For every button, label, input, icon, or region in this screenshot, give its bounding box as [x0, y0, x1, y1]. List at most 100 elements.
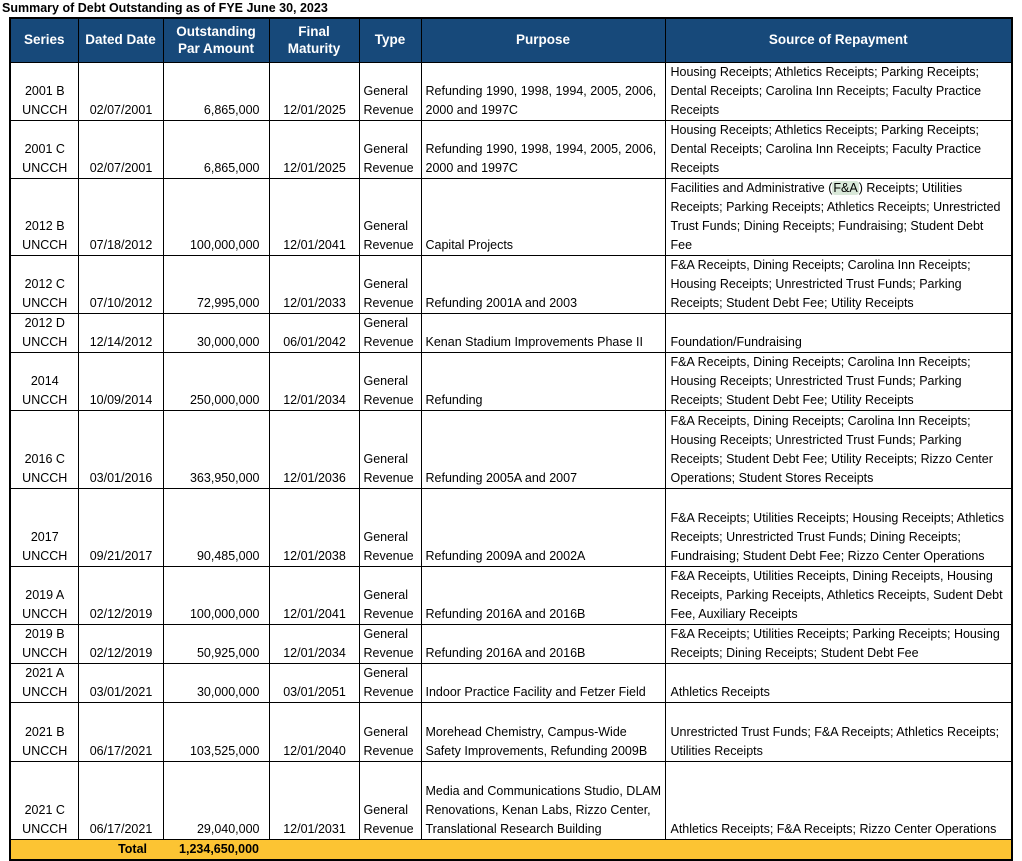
type-cell: General Revenue	[358, 313, 422, 353]
source-cell: Unrestricted Trust Funds; F&A Receipts; …	[664, 702, 1013, 762]
par-amount-cell: 50,925,000	[162, 624, 270, 664]
dated-date-cell: 03/01/2016	[77, 410, 164, 489]
table-row: 2019 A UNCCH 02/12/2019 100,000,000 12/0…	[9, 566, 1013, 625]
maturity-cell: 12/01/2031	[268, 761, 360, 840]
series-cell: 2001 B UNCCH	[9, 62, 79, 121]
par-amount-cell: 100,000,000	[162, 178, 270, 256]
series-cell: 2016 C UNCCH	[9, 410, 79, 489]
series-cell: 2017 UNCCH	[9, 488, 79, 567]
series-cell: 2012 C UNCCH	[9, 255, 79, 314]
series-cell: 2021 B UNCCH	[9, 702, 79, 762]
purpose-cell: Indoor Practice Facility and Fetzer Fiel…	[420, 663, 666, 703]
maturity-cell: 12/01/2025	[268, 120, 360, 179]
dated-date-cell: 03/01/2021	[77, 663, 164, 703]
total-label: Total	[10, 839, 163, 861]
series-cell: 2019 A UNCCH	[9, 566, 79, 625]
table-row: 2016 C UNCCH 03/01/2016 363,950,000 12/0…	[9, 410, 1013, 489]
par-amount-cell: 6,865,000	[162, 120, 270, 179]
maturity-cell: 03/01/2051	[268, 663, 360, 703]
source-cell: F&A Receipts, Dining Receipts; Carolina …	[664, 410, 1013, 489]
maturity-cell: 12/01/2036	[268, 410, 360, 489]
purpose-cell: Refunding 1990, 1998, 1994, 2005, 2006, …	[420, 62, 666, 121]
maturity-cell: 12/01/2034	[268, 352, 360, 411]
source-cell: F&A Receipts, Utilities Receipts, Dining…	[664, 566, 1013, 625]
col-header-final-maturity: Final Maturity	[268, 17, 360, 63]
maturity-cell: 12/01/2041	[268, 178, 360, 256]
source-cell: Foundation/Fundraising	[664, 313, 1013, 353]
purpose-cell: Refunding 1990, 1998, 1994, 2005, 2006, …	[420, 120, 666, 179]
total-amount: 1,234,650,000	[163, 839, 269, 861]
source-cell: F&A Receipts, Dining Receipts; Carolina …	[664, 255, 1013, 314]
type-cell: General Revenue	[358, 352, 422, 411]
series-cell: 2019 B UNCCH	[9, 624, 79, 664]
type-cell: General Revenue	[358, 702, 422, 762]
table-row: 2001 C UNCCH 02/07/2001 6,865,000 12/01/…	[9, 120, 1013, 179]
dated-date-cell: 02/07/2001	[77, 62, 164, 121]
par-amount-cell: 30,000,000	[162, 313, 270, 353]
source-text: Facilities and Administrative (	[670, 181, 833, 195]
source-cell: F&A Receipts; Utilities Receipts; Housin…	[664, 488, 1013, 567]
purpose-cell: Refunding 2016A and 2016B	[420, 624, 666, 664]
dated-date-cell: 10/09/2014	[77, 352, 164, 411]
dated-date-cell: 12/14/2012	[77, 313, 164, 353]
col-header-dated-date: Dated Date	[77, 17, 164, 63]
table-row: 2017 UNCCH 09/21/2017 90,485,000 12/01/2…	[9, 488, 1013, 567]
col-header-source: Source of Repayment	[664, 17, 1013, 63]
table-row: 2012 B UNCCH 07/18/2012 100,000,000 12/0…	[9, 178, 1013, 256]
maturity-cell: 06/01/2042	[268, 313, 360, 353]
col-header-series: Series	[9, 17, 79, 63]
par-amount-cell: 103,525,000	[162, 702, 270, 762]
par-amount-cell: 363,950,000	[162, 410, 270, 489]
type-cell: General Revenue	[358, 410, 422, 489]
table-row: 2001 B UNCCH 02/07/2001 6,865,000 12/01/…	[9, 62, 1013, 121]
purpose-cell: Media and Communications Studio, DLAM Re…	[420, 761, 666, 840]
type-cell: General Revenue	[358, 624, 422, 664]
maturity-cell: 12/01/2041	[268, 566, 360, 625]
type-cell: General Revenue	[358, 120, 422, 179]
purpose-cell: Refunding 2009A and 2002A	[420, 488, 666, 567]
series-cell: 2001 C UNCCH	[9, 120, 79, 179]
type-cell: General Revenue	[358, 62, 422, 121]
debt-table: Series Dated Date Outstanding Par Amount…	[9, 17, 1013, 861]
total-row: Total 1,234,650,000	[10, 839, 1012, 861]
type-cell: General Revenue	[358, 761, 422, 840]
table-title: Summary of Debt Outstanding as of FYE Ju…	[2, 1, 328, 15]
maturity-cell: 12/01/2034	[268, 624, 360, 664]
par-amount-cell: 90,485,000	[162, 488, 270, 567]
table-row: 2021 A UNCCH 03/01/2021 30,000,000 03/01…	[9, 663, 1013, 703]
col-header-par-amount: Outstanding Par Amount	[162, 17, 270, 63]
type-cell: General Revenue	[358, 566, 422, 625]
dated-date-cell: 02/07/2001	[77, 120, 164, 179]
source-cell: Athletics Receipts	[664, 663, 1013, 703]
purpose-cell: Refunding 2016A and 2016B	[420, 566, 666, 625]
purpose-cell: Morehead Chemistry, Campus-Wide Safety I…	[420, 702, 666, 762]
source-cell: Facilities and Administrative (F&A) Rece…	[664, 178, 1013, 256]
dated-date-cell: 02/12/2019	[77, 624, 164, 664]
purpose-cell: Capital Projects	[420, 178, 666, 256]
table-row: 2021 C UNCCH 06/17/2021 29,040,000 12/01…	[9, 761, 1013, 840]
maturity-cell: 12/01/2040	[268, 702, 360, 762]
dated-date-cell: 02/12/2019	[77, 566, 164, 625]
col-header-type: Type	[358, 17, 422, 63]
dated-date-cell: 07/10/2012	[77, 255, 164, 314]
dated-date-cell: 06/17/2021	[77, 702, 164, 762]
total-spacer	[269, 839, 1012, 861]
table-row: 2014 UNCCH 10/09/2014 250,000,000 12/01/…	[9, 352, 1013, 411]
type-cell: General Revenue	[358, 663, 422, 703]
purpose-cell: Refunding 2001A and 2003	[420, 255, 666, 314]
type-cell: General Revenue	[358, 178, 422, 256]
par-amount-cell: 100,000,000	[162, 566, 270, 625]
dated-date-cell: 07/18/2012	[77, 178, 164, 256]
table-row: 2021 B UNCCH 06/17/2021 103,525,000 12/0…	[9, 702, 1013, 762]
par-amount-cell: 250,000,000	[162, 352, 270, 411]
type-cell: General Revenue	[358, 488, 422, 567]
par-amount-cell: 72,995,000	[162, 255, 270, 314]
fa-highlight: F&A	[832, 181, 859, 195]
source-cell: Athletics Receipts; F&A Receipts; Rizzo …	[664, 761, 1013, 840]
source-cell: Housing Receipts; Athletics Receipts; Pa…	[664, 62, 1013, 121]
source-cell: F&A Receipts, Dining Receipts; Carolina …	[664, 352, 1013, 411]
table-row: 2012 C UNCCH 07/10/2012 72,995,000 12/01…	[9, 255, 1013, 314]
type-cell: General Revenue	[358, 255, 422, 314]
source-cell: F&A Receipts; Utilities Receipts; Parkin…	[664, 624, 1013, 664]
